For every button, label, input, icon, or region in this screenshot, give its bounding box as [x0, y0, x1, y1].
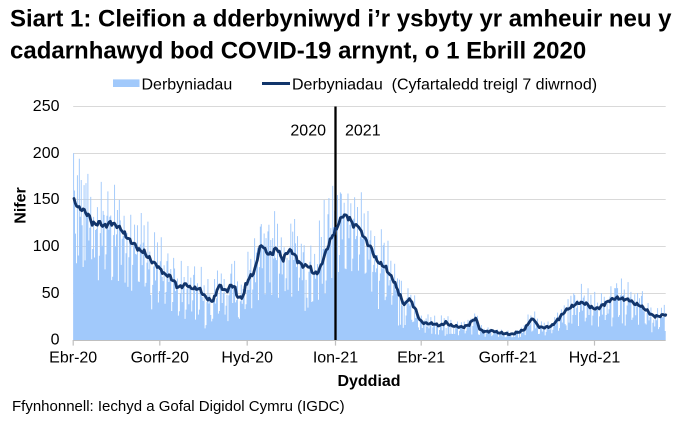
svg-text:Nifer: Nifer — [13, 187, 30, 223]
svg-text:250: 250 — [33, 98, 60, 115]
svg-text:cadarnhawyd bod COVID-19 arnyn: cadarnhawyd bod COVID-19 arnynt, o 1 Ebr… — [10, 38, 586, 65]
svg-text:Siart 1: Cleifion a dderbyniwy: Siart 1: Cleifion a dderbyniwyd i’r ysby… — [10, 6, 672, 33]
svg-text:Gorff-20: Gorff-20 — [131, 350, 190, 367]
svg-text:Derbyniadau (Cyfartaledd trei: Derbyniadau (Cyfartaledd treigl 7 diwrno… — [292, 76, 597, 93]
svg-text:Ebr-20: Ebr-20 — [49, 350, 97, 367]
svg-text:Hyd-20: Hyd-20 — [221, 350, 273, 367]
svg-text:Ffynhonnell: Iechyd a Gofal Di: Ffynhonnell: Iechyd a Gofal Digidol Cymr… — [12, 398, 345, 415]
svg-text:Gorff-21: Gorff-21 — [479, 350, 538, 367]
svg-text:50: 50 — [42, 285, 60, 302]
svg-text:150: 150 — [33, 191, 60, 208]
svg-text:Dyddiad: Dyddiad — [337, 373, 400, 390]
svg-text:Ion-21: Ion-21 — [313, 350, 358, 367]
svg-text:0: 0 — [51, 332, 60, 349]
svg-text:Derbyniadau: Derbyniadau — [142, 76, 233, 93]
svg-text:Ebr-21: Ebr-21 — [397, 350, 445, 367]
svg-text:Hyd-21: Hyd-21 — [569, 350, 621, 367]
svg-text:100: 100 — [33, 238, 60, 255]
svg-text:2020: 2020 — [290, 123, 326, 140]
svg-text:2021: 2021 — [345, 123, 381, 140]
svg-text:200: 200 — [33, 145, 60, 162]
